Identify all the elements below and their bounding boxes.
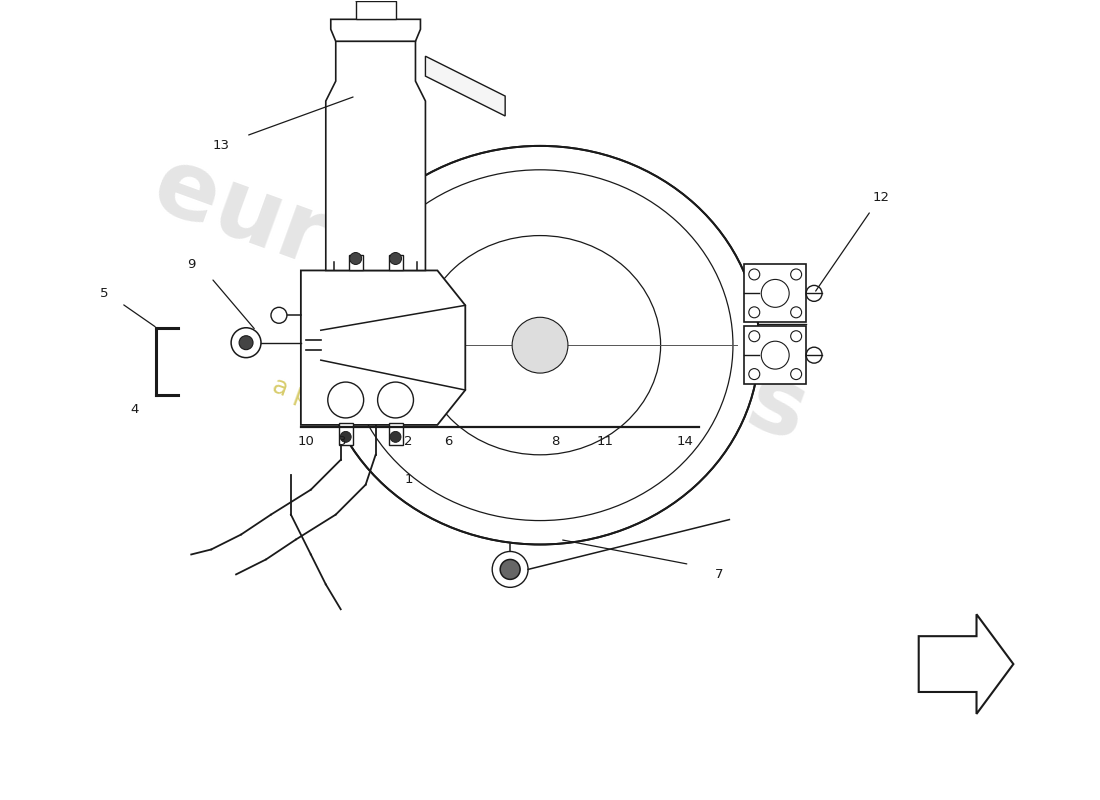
Polygon shape xyxy=(331,19,420,42)
Bar xyxy=(388,254,403,270)
Bar xyxy=(339,423,353,445)
Text: 7: 7 xyxy=(715,568,724,581)
Text: 11: 11 xyxy=(596,435,614,448)
Circle shape xyxy=(231,328,261,358)
Polygon shape xyxy=(918,614,1013,714)
Polygon shape xyxy=(426,56,505,116)
Circle shape xyxy=(350,253,362,265)
Text: 6: 6 xyxy=(444,435,452,448)
Text: 4: 4 xyxy=(130,403,139,417)
Text: 5: 5 xyxy=(100,287,109,300)
Text: 13: 13 xyxy=(212,139,230,152)
Circle shape xyxy=(271,307,287,323)
Circle shape xyxy=(389,253,402,265)
Text: 2: 2 xyxy=(404,435,412,448)
Ellipse shape xyxy=(321,146,759,545)
Text: 14: 14 xyxy=(676,435,693,448)
Text: 12: 12 xyxy=(872,191,889,204)
Text: 10: 10 xyxy=(297,435,315,448)
Circle shape xyxy=(500,559,520,579)
Circle shape xyxy=(340,431,351,442)
Circle shape xyxy=(390,431,402,442)
Bar xyxy=(388,423,403,445)
Text: eurocarparts: eurocarparts xyxy=(141,139,820,462)
Text: 8: 8 xyxy=(551,435,559,448)
Circle shape xyxy=(239,336,253,350)
Bar xyxy=(745,326,806,384)
Bar xyxy=(355,2,396,19)
Text: 3: 3 xyxy=(339,435,346,448)
Text: a passion for parts since 1985: a passion for parts since 1985 xyxy=(268,374,632,526)
Bar xyxy=(349,254,363,270)
Polygon shape xyxy=(326,42,426,270)
Polygon shape xyxy=(301,270,465,425)
Text: 1: 1 xyxy=(404,474,412,486)
Circle shape xyxy=(513,318,568,373)
Text: 9: 9 xyxy=(187,258,196,271)
Bar xyxy=(745,265,806,322)
